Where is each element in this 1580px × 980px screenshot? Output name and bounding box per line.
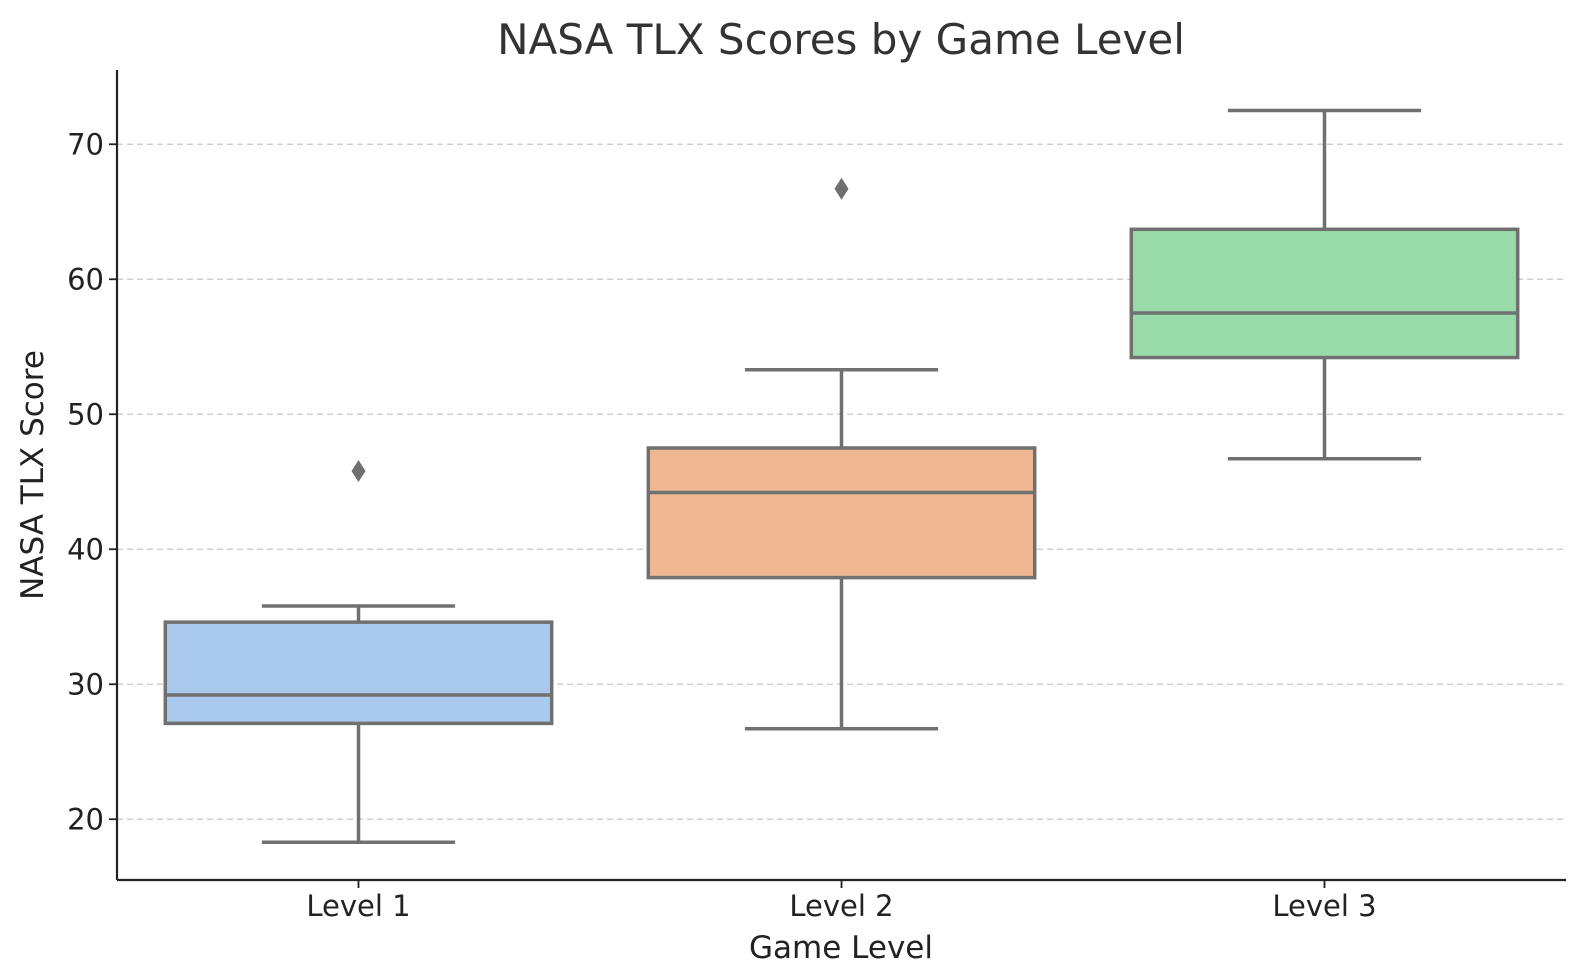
- iqr-box: [1129, 227, 1520, 360]
- y-axis-label: NASA TLX Score: [15, 350, 51, 600]
- y-tick-label: 30: [67, 667, 104, 701]
- chart-title: NASA TLX Scores by Game Level: [497, 15, 1185, 64]
- iqr-box: [163, 620, 554, 726]
- x-tick-label: Level 3: [1272, 889, 1376, 923]
- outlier-marker: [351, 459, 366, 482]
- y-tick-label: 40: [67, 532, 104, 566]
- y-tick-label: 60: [67, 262, 104, 296]
- outlier-marker: [834, 177, 849, 200]
- y-tick-label: 20: [67, 802, 104, 836]
- boxes: [163, 108, 1520, 844]
- x-axis-label: Game Level: [749, 930, 933, 966]
- box-group: [163, 459, 554, 844]
- y-tick-label: 70: [67, 127, 104, 161]
- x-tick-label: Level 1: [306, 889, 410, 923]
- ticks: 20 30 40 50 60 70 Level 1 Level 2 Level 3: [67, 127, 1377, 923]
- box-group: [1129, 108, 1520, 461]
- x-tick-label: Level 2: [789, 889, 893, 923]
- box-group: [646, 177, 1037, 731]
- y-tick-label: 50: [67, 397, 104, 431]
- iqr-box: [646, 446, 1037, 580]
